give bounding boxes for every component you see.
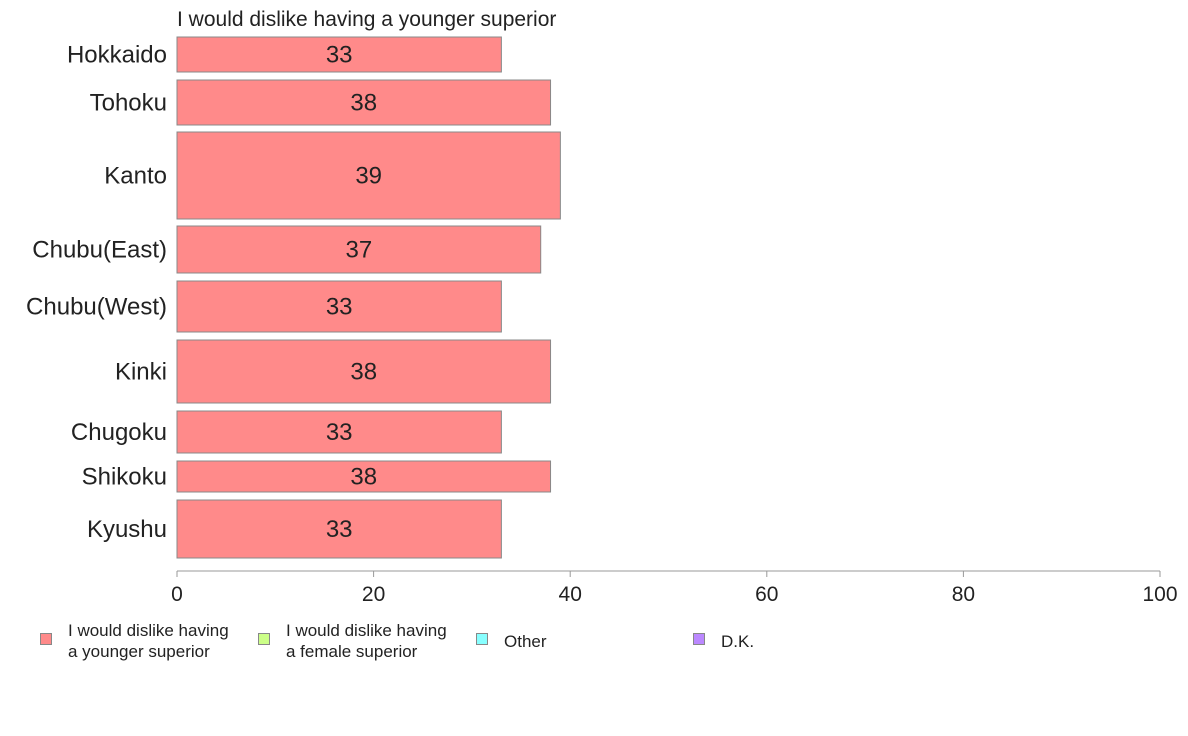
bar-shikoku [176, 460, 552, 493]
legend-label: Other [504, 632, 547, 651]
bar-kanto [176, 131, 561, 220]
legend-item-other: Other [476, 620, 547, 652]
category-label: Kyushu [87, 516, 167, 543]
category-label: Chubu(West) [26, 294, 167, 321]
data-label: 33 [326, 419, 353, 446]
bar-tohoku [176, 79, 552, 126]
x-tick-label: 40 [559, 583, 582, 606]
category-label: Shikoku [82, 464, 167, 491]
data-label: 33 [326, 516, 353, 543]
category-label: Chubu(East) [32, 237, 167, 264]
bar-kinki [176, 339, 552, 404]
x-tick-label: 100 [1142, 583, 1177, 606]
data-label: 37 [346, 237, 373, 264]
data-label: 33 [326, 42, 353, 69]
x-tick-label: 20 [362, 583, 385, 606]
legend-swatch [693, 633, 705, 645]
data-label: 38 [350, 464, 377, 491]
legend-item-dk: D.K. [693, 620, 754, 652]
category-label: Hokkaido [67, 42, 167, 69]
x-tick-label: 60 [755, 583, 778, 606]
data-label: 39 [355, 163, 382, 190]
x-tick-label: 80 [952, 583, 975, 606]
legend-swatch [40, 633, 52, 645]
bar-chugoku [176, 410, 502, 454]
category-label: Kanto [104, 163, 167, 190]
legend-item-younger-superior: I would dislike having a younger superio… [40, 620, 229, 662]
category-label: Kinki [115, 359, 167, 386]
bar-kyushu [176, 499, 502, 559]
chart-title: I would dislike having a younger superio… [177, 8, 556, 31]
legend-label: I would dislike having a younger superio… [68, 621, 229, 661]
bar-chubu-east [176, 225, 542, 274]
legend-item-female-superior: I would dislike having a female superior [258, 620, 447, 662]
legend-label: D.K. [721, 632, 755, 651]
category-label: Tohoku [90, 90, 167, 117]
bar-hokkaido [176, 36, 502, 73]
legend-swatch [476, 633, 488, 645]
legend: I would dislike having a younger superio… [40, 620, 1180, 670]
legend-swatch [258, 633, 270, 645]
x-axis: 0 20 40 60 80 100 [171, 570, 1178, 606]
data-label: 38 [350, 359, 377, 386]
x-tick-label: 0 [171, 583, 183, 606]
data-label: 38 [350, 90, 377, 117]
category-label: Chugoku [71, 419, 167, 446]
bar-chubu-west [176, 280, 502, 333]
legend-label: I would dislike having a female superior [286, 621, 447, 661]
data-label: 33 [326, 294, 353, 321]
